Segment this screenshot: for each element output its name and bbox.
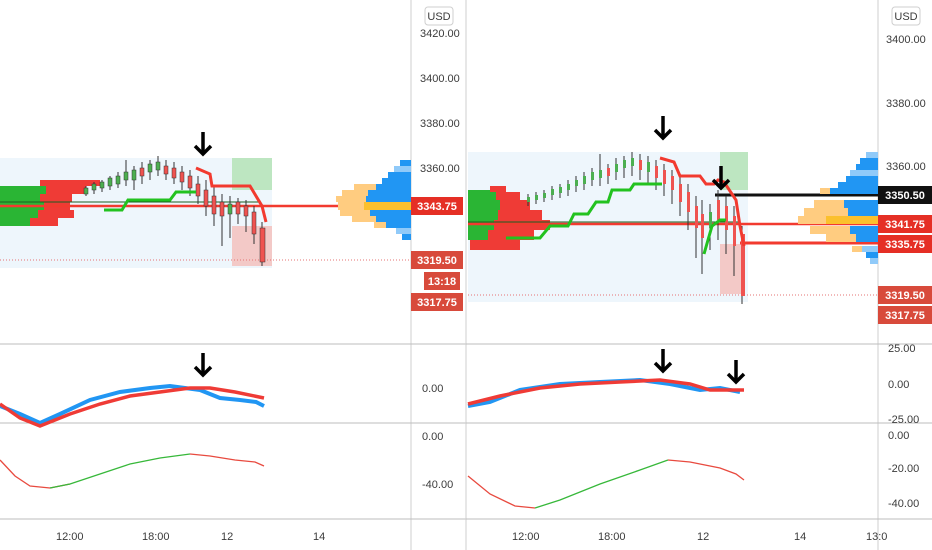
left-candles (83, 156, 266, 266)
left-osc2-red-line (0, 459, 71, 489)
left-volume-profile-right (336, 160, 411, 240)
right-price-tick: 3360.00 (886, 161, 926, 173)
right-time-tick: 12:00 (512, 531, 540, 543)
right-time-tick: 13:0 (866, 531, 887, 543)
right-down-arrow-osc-1 (653, 349, 673, 374)
right-osc1-tick: -25.00 (888, 414, 919, 426)
left-low-price-tag (411, 251, 463, 269)
left-time-tick: 12 (221, 531, 233, 543)
right-osc2-red-line-2 (667, 459, 745, 481)
svg-text:3317.75: 3317.75 (417, 297, 457, 309)
right-price-tick: 3380.00 (886, 98, 926, 110)
right-osc2-tick: -20.00 (888, 463, 919, 475)
right-down-arrow-osc-2 (726, 360, 746, 385)
left-last-price-tag (411, 293, 463, 311)
right-low-price-tag (878, 286, 932, 304)
left-macd-red-line (0, 386, 265, 428)
right-time-tick: 14 (794, 531, 806, 543)
right-high-price-tag (878, 186, 932, 204)
right-candles (527, 152, 745, 304)
svg-text:3343.75: 3343.75 (417, 201, 457, 213)
svg-text:3319.50: 3319.50 (417, 255, 457, 267)
right-osc1-tick: 0.00 (888, 379, 909, 391)
right-macd-red-line (467, 378, 744, 406)
left-down-arrow-osc (193, 353, 213, 378)
left-time-tick: 14 (313, 531, 325, 543)
right-osc2-red-line (467, 475, 536, 509)
left-macd-blue-line (0, 383, 265, 426)
right-volume-profile-right (798, 152, 878, 264)
svg-text:13:18: 13:18 (428, 276, 456, 288)
left-osc1-tick: 0.00 (422, 383, 443, 395)
right-current-price-tag (878, 235, 932, 253)
right-green-signal-line-2 (702, 218, 726, 255)
right-green-signal-line (506, 182, 662, 240)
left-price-tick: 3420.00 (420, 28, 460, 40)
right-osc1-tick: 25.00 (888, 343, 916, 355)
right-osc2-tick: -40.00 (888, 498, 919, 510)
left-current-price-tag (411, 197, 463, 215)
right-price-tick: 3400.00 (886, 34, 926, 46)
right-osc2-green-line (534, 459, 669, 509)
left-osc2-red-line-2 (189, 453, 265, 467)
svg-text:3319.50: 3319.50 (885, 290, 925, 302)
right-down-arrow-price-2 (711, 166, 731, 191)
right-last-price-tag (878, 306, 932, 324)
left-chart: USD 3420.00 3400.00 3380.00 3360.00 3343… (0, 0, 466, 550)
right-down-arrow-price-1 (653, 116, 673, 141)
right-osc2-tick: 0.00 (888, 430, 909, 442)
left-time-tick: 12:00 (56, 531, 84, 543)
left-time-tick: 18:00 (142, 531, 170, 543)
left-osc2-green-line (49, 453, 191, 489)
right-target-red-box (720, 244, 744, 294)
left-osc2-tick: -40.00 (422, 479, 453, 491)
right-chart: USD 3400.00 3380.00 3360.00 3350.50 3341… (465, 0, 932, 550)
right-currency-badge: USD (891, 6, 921, 26)
svg-text:3341.75: 3341.75 (885, 219, 925, 231)
left-price-tick: 3400.00 (420, 73, 460, 85)
right-time-tick: 18:00 (598, 531, 626, 543)
left-green-signal-line (104, 190, 196, 212)
left-currency-badge: USD (424, 6, 454, 26)
svg-text:3335.75: 3335.75 (885, 239, 925, 251)
left-countdown-tag (424, 272, 460, 290)
left-down-arrow-price (193, 132, 213, 157)
svg-text:USD: USD (894, 11, 917, 23)
left-osc2-tick: 0.00 (422, 431, 443, 443)
svg-text:3317.75: 3317.75 (885, 310, 925, 322)
svg-text:USD: USD (427, 11, 450, 23)
right-red-signal-line (659, 156, 746, 247)
svg-text:3350.50: 3350.50 (885, 190, 925, 202)
left-price-tick: 3380.00 (420, 118, 460, 130)
left-red-signal-line (195, 166, 268, 223)
right-poc-price-tag (878, 215, 932, 233)
right-time-tick: 12 (697, 531, 709, 543)
left-price-tick: 3360.00 (420, 163, 460, 175)
